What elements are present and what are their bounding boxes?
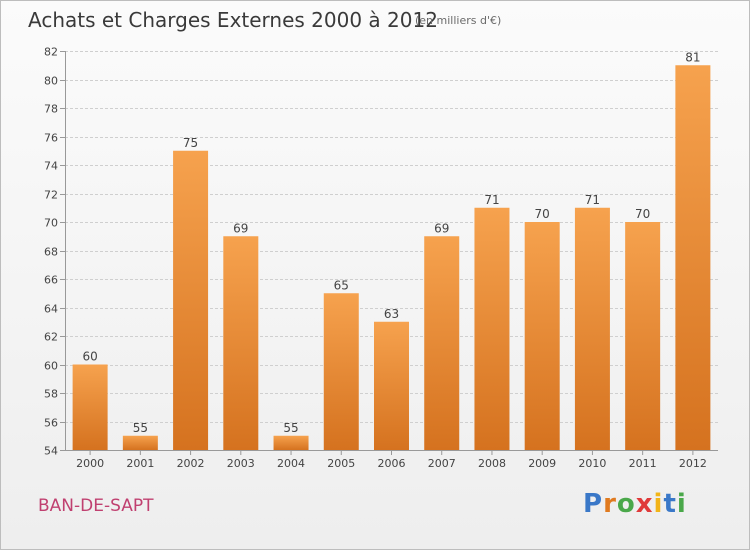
data-label: 70 bbox=[635, 207, 650, 221]
x-tick-label: 2003 bbox=[227, 457, 255, 470]
x-tick-label: 2005 bbox=[327, 457, 355, 470]
logo-letter: o bbox=[616, 489, 636, 519]
y-tick-label: 82 bbox=[44, 46, 58, 59]
bar-2012 bbox=[675, 65, 711, 450]
bar-2001 bbox=[122, 435, 158, 450]
data-labels: 60 55 75 69 55 65 63 69 71 70 71 70 81 bbox=[82, 50, 700, 435]
x-tick-label: 2010 bbox=[578, 457, 606, 470]
x-tick-label: 2001 bbox=[126, 457, 154, 470]
proxiti-logo[interactable]: Proxiti bbox=[583, 489, 687, 519]
logo-letter: P bbox=[583, 489, 604, 519]
y-tick-label: 76 bbox=[44, 132, 58, 145]
data-label: 71 bbox=[484, 193, 499, 207]
y-tick-label: 62 bbox=[44, 331, 58, 344]
logo-letter: i bbox=[676, 489, 687, 519]
data-label: 65 bbox=[334, 278, 349, 292]
x-tick-label: 2008 bbox=[478, 457, 506, 470]
data-label: 70 bbox=[535, 207, 550, 221]
axes: 54 56 58 60 62 64 66 68 70 72 74 76 78 80 82 2000 2001 20… bbox=[44, 46, 718, 470]
logo-letter: x bbox=[635, 489, 654, 519]
y-tick-label: 58 bbox=[44, 388, 58, 401]
x-tick-label: 2000 bbox=[76, 457, 104, 470]
data-label: 71 bbox=[585, 193, 600, 207]
logo-letter: i bbox=[653, 489, 664, 519]
logo-letter: t bbox=[663, 489, 677, 519]
y-tick-label: 68 bbox=[44, 246, 58, 259]
x-tick-label: 2007 bbox=[428, 457, 456, 470]
data-label: 75 bbox=[183, 136, 198, 150]
chart-title: Achats et Charges Externes 2000 à 2012 bbox=[28, 8, 438, 32]
bar-2008 bbox=[474, 207, 510, 450]
logo-letter: r bbox=[603, 489, 617, 519]
y-tick-label: 60 bbox=[44, 360, 58, 373]
data-label: 69 bbox=[434, 221, 449, 235]
x-tick-label: 2006 bbox=[378, 457, 406, 470]
x-tick-label: 2004 bbox=[277, 457, 305, 470]
bar-2005 bbox=[323, 293, 359, 450]
y-tick-label: 56 bbox=[44, 417, 58, 430]
commune-name: BAN-DE-SAPT bbox=[38, 496, 154, 516]
data-label: 81 bbox=[685, 50, 700, 64]
bars bbox=[72, 65, 711, 450]
y-tick-label: 78 bbox=[44, 103, 58, 116]
bar-2006 bbox=[374, 321, 409, 450]
x-tick-label: 2009 bbox=[528, 457, 556, 470]
y-tick-label: 72 bbox=[44, 189, 58, 202]
bar-2002 bbox=[173, 150, 209, 450]
y-tick-label: 70 bbox=[44, 217, 58, 230]
bar-2007 bbox=[424, 236, 460, 450]
data-label: 69 bbox=[233, 221, 248, 235]
bar-2011 bbox=[625, 222, 661, 450]
data-label: 55 bbox=[283, 421, 298, 435]
x-tick-label: 2002 bbox=[177, 457, 205, 470]
bar-2000 bbox=[72, 364, 108, 450]
y-tick-label: 64 bbox=[44, 303, 58, 316]
bar-2010 bbox=[574, 207, 610, 450]
bar-2003 bbox=[223, 236, 259, 450]
x-tick-label: 2012 bbox=[679, 457, 707, 470]
data-label: 63 bbox=[384, 307, 399, 321]
data-label: 55 bbox=[133, 421, 148, 435]
bar-2004 bbox=[273, 435, 309, 450]
bar-2009 bbox=[524, 222, 560, 450]
y-tick-label: 66 bbox=[44, 274, 58, 287]
y-tick-label: 54 bbox=[44, 445, 58, 458]
x-tick-label: 2011 bbox=[629, 457, 657, 470]
chart-subtitle: (en milliers d'€) bbox=[415, 14, 502, 27]
data-label: 60 bbox=[82, 350, 97, 364]
y-tick-label: 80 bbox=[44, 75, 58, 88]
y-tick-label: 74 bbox=[44, 160, 58, 173]
